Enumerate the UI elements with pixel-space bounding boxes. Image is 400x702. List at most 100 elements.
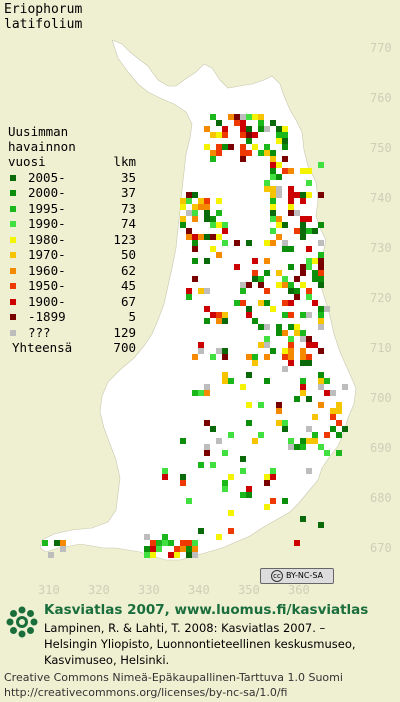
y-grid-label: 690 <box>370 441 392 455</box>
legend-count: 74 <box>120 216 136 231</box>
observation-square <box>318 402 324 408</box>
observation-square <box>300 354 306 360</box>
observation-square <box>264 150 270 156</box>
observation-square <box>204 306 210 312</box>
y-grid-label: 740 <box>370 191 392 205</box>
observation-square <box>216 150 222 156</box>
legend-count: 45 <box>120 278 136 293</box>
observation-square <box>246 354 252 360</box>
observation-square <box>198 288 204 294</box>
observation-square <box>270 120 276 126</box>
legend-count: 73 <box>120 200 136 216</box>
observation-square <box>306 468 312 474</box>
observation-square <box>270 192 276 198</box>
observation-square <box>276 216 282 222</box>
legend-count: 37 <box>120 185 136 200</box>
observation-square <box>300 438 306 444</box>
observation-square <box>192 210 198 216</box>
observation-square <box>318 240 324 246</box>
observation-square <box>264 378 270 384</box>
observation-square <box>282 498 288 504</box>
observation-square <box>294 228 300 234</box>
observation-square <box>336 432 342 438</box>
observation-square <box>192 240 198 246</box>
observation-square <box>228 510 234 516</box>
observation-square <box>312 438 318 444</box>
y-grid-label: 760 <box>370 91 392 105</box>
observation-square <box>258 402 264 408</box>
observation-square <box>264 504 270 510</box>
observation-square <box>300 516 306 522</box>
observation-square <box>294 288 300 294</box>
observation-square <box>276 270 282 276</box>
legend-count: 35 <box>120 169 136 185</box>
observation-square <box>282 222 288 228</box>
legend-header-1: Uusimman <box>8 124 69 139</box>
observation-square <box>234 240 240 246</box>
legend-swatch <box>10 252 16 258</box>
observation-square <box>228 114 234 120</box>
observation-square <box>180 222 186 228</box>
observation-square <box>240 282 246 288</box>
observation-square <box>282 354 288 360</box>
observation-square <box>318 384 324 390</box>
observation-square <box>222 372 228 378</box>
observation-square <box>288 342 294 348</box>
observation-square <box>294 192 300 198</box>
observation-square <box>282 366 288 372</box>
observation-square <box>318 270 324 276</box>
observation-square <box>288 354 294 360</box>
legend-year-label: 1980- <box>28 231 66 247</box>
observation-square <box>336 402 342 408</box>
observation-square <box>312 228 318 234</box>
observation-square <box>204 318 210 324</box>
observation-square <box>330 426 336 432</box>
legend-row: 1960- 62 <box>8 262 136 279</box>
observation-square <box>264 186 270 192</box>
observation-square <box>294 210 300 216</box>
observation-square <box>204 384 210 390</box>
observation-square <box>192 234 198 240</box>
observation-square <box>306 438 312 444</box>
y-grid-label: 700 <box>370 391 392 405</box>
observation-square <box>198 342 204 348</box>
observation-square <box>306 180 312 186</box>
observation-square <box>258 276 264 282</box>
observation-square <box>216 252 222 258</box>
observation-square <box>54 540 60 546</box>
legend-year-label: 1950- <box>28 278 66 293</box>
citation-line-3: Kasvimuseo, Helsinki. <box>44 653 170 667</box>
observation-square <box>222 450 228 456</box>
observation-square <box>180 204 186 210</box>
observation-square <box>282 132 288 138</box>
observation-square <box>210 222 216 228</box>
legend-year-label: 1960- <box>28 262 66 278</box>
legend-swatch <box>10 221 16 227</box>
observation-square <box>60 540 66 546</box>
observation-square <box>306 294 312 300</box>
observation-square <box>252 132 258 138</box>
legend-year-label: ??? <box>28 324 51 340</box>
observation-square <box>252 354 258 360</box>
observation-square <box>204 216 210 222</box>
cc-license-badge: cc BY-NC-SA <box>260 568 334 584</box>
observation-square <box>282 348 288 354</box>
legend-count: 5 <box>128 309 136 324</box>
observation-square <box>216 120 222 126</box>
observation-square <box>306 336 312 342</box>
legend-year-label: 1995- <box>28 200 66 216</box>
observation-square <box>180 540 186 546</box>
observation-square <box>288 444 294 450</box>
observation-square <box>324 306 330 312</box>
observation-square <box>210 150 216 156</box>
observation-square <box>240 150 246 156</box>
observation-square <box>318 318 324 324</box>
observation-square <box>276 402 282 408</box>
observation-square <box>204 258 210 264</box>
observation-square <box>186 288 192 294</box>
observation-square <box>174 552 180 558</box>
observation-square <box>264 288 270 294</box>
observation-square <box>216 210 222 216</box>
observation-square <box>150 540 156 546</box>
observation-square <box>288 210 294 216</box>
